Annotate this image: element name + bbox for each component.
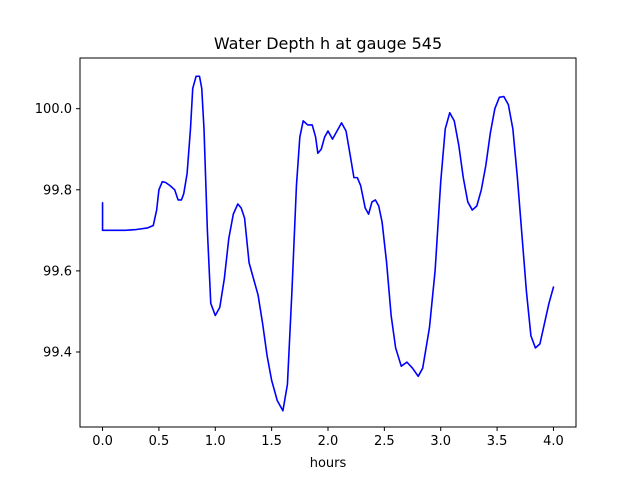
x-tick-label: 2.0 — [318, 434, 339, 449]
x-tick-label: 0.5 — [149, 434, 170, 449]
x-tick-label: 4.0 — [543, 434, 564, 449]
series-line-0 — [101, 75, 555, 412]
x-axis-label: hours — [310, 456, 347, 471]
y-tick-label: 99.4 — [43, 345, 72, 360]
x-tick-label: 1.5 — [261, 434, 282, 449]
x-tick-label: 1.0 — [205, 434, 226, 449]
x-tick-label: 3.5 — [487, 434, 508, 449]
x-tick-label: 3.0 — [430, 434, 451, 449]
x-tick-label: 0.0 — [92, 434, 113, 449]
y-tick-label: 99.6 — [43, 264, 72, 279]
y-tick-label: 99.8 — [43, 183, 72, 198]
x-tick-label: 2.5 — [374, 434, 395, 449]
y-tick-label: 100.0 — [35, 102, 72, 117]
chart-title: Water Depth h at gauge 545 — [214, 34, 442, 53]
